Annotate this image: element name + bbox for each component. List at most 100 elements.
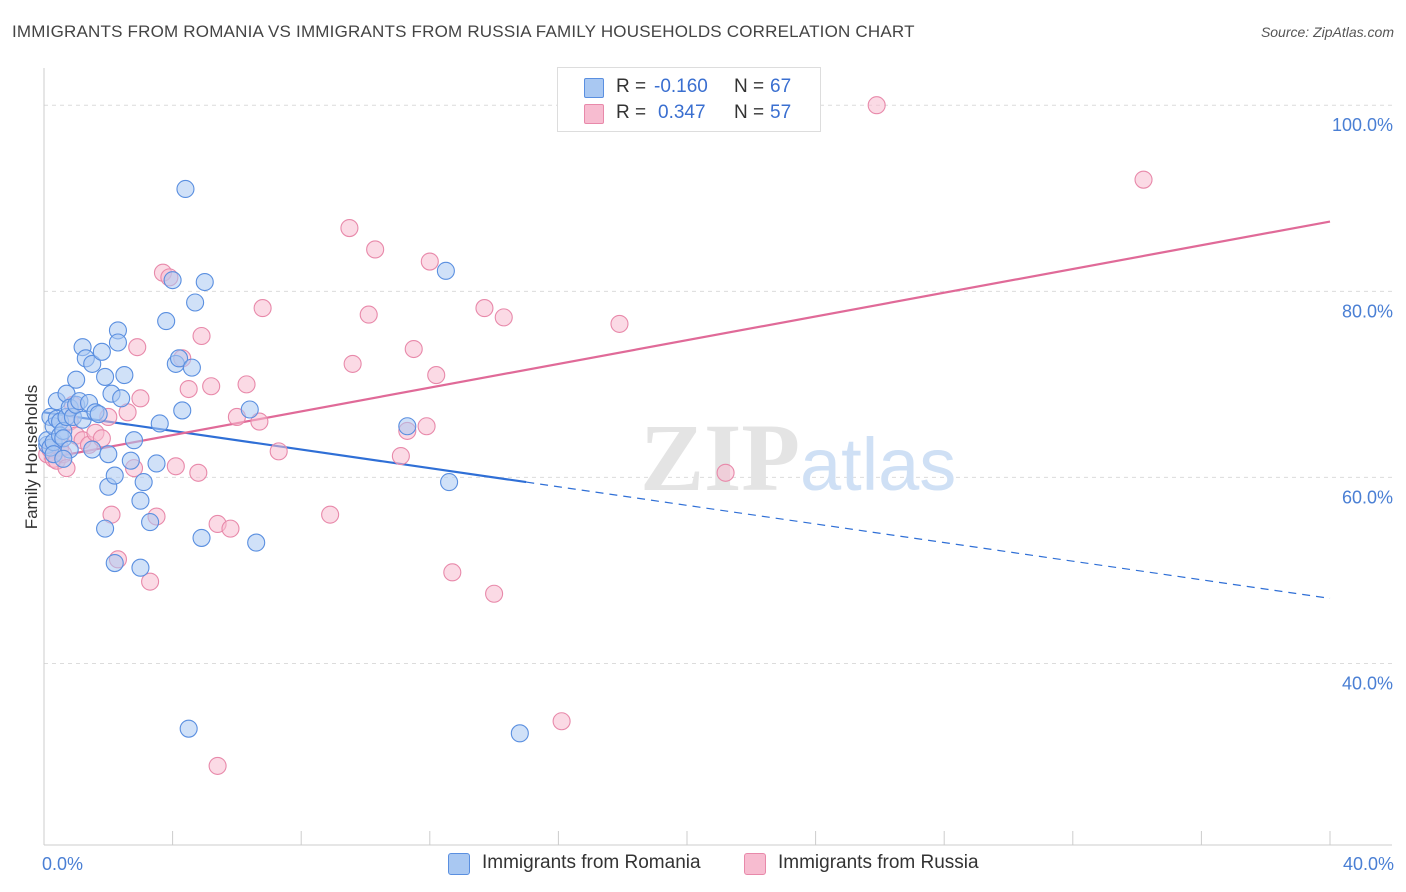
romania-point — [176, 179, 195, 199]
russia-point — [485, 584, 504, 603]
romania-point — [141, 513, 160, 532]
romania-point — [134, 473, 153, 492]
romania-swatch — [584, 78, 604, 98]
romania-point — [157, 312, 176, 331]
x-tick-label-0: 0.0% — [42, 854, 83, 874]
russia-point — [321, 505, 340, 524]
r-label: R = — [616, 76, 647, 97]
russia-point — [202, 377, 221, 396]
romania-n-value: 67 — [770, 76, 792, 97]
russia-point — [237, 375, 256, 394]
data-points — [38, 96, 1153, 775]
romania-point — [92, 342, 111, 361]
russia-point — [192, 326, 211, 346]
romania-point — [436, 261, 455, 280]
russia-n-value: 57 — [770, 102, 792, 123]
russia-r-value: 0.347 — [658, 102, 706, 123]
romania-r-value: -0.160 — [654, 76, 708, 97]
russia-point — [427, 366, 446, 385]
romania-legend-label: Immigrants from Romania — [482, 852, 701, 873]
romania-point — [131, 558, 150, 577]
russia-point — [166, 457, 185, 476]
russia-point — [128, 338, 147, 357]
romania-point — [440, 473, 459, 492]
romania-point — [89, 405, 108, 424]
y-tick-label-100: 100.0% — [1332, 115, 1393, 135]
y-tick-label-80: 80.0% — [1342, 301, 1393, 321]
chart-title: IMMIGRANTS FROM ROMANIA VS IMMIGRANTS FR… — [12, 22, 915, 41]
russia-point — [208, 756, 227, 775]
romania-point — [54, 449, 73, 468]
russia-point — [716, 463, 735, 482]
russia-point — [359, 305, 378, 324]
russia-point — [420, 252, 439, 271]
romania-point — [398, 417, 417, 436]
grid-lines — [44, 104, 1392, 665]
romania-trend-extension — [526, 481, 1331, 600]
russia-point — [189, 463, 208, 482]
romania-point — [173, 401, 192, 420]
watermark-zip: ZIP — [640, 404, 800, 511]
romania-point — [115, 366, 134, 385]
y-tick-label-60: 60.0% — [1342, 487, 1393, 507]
russia-point — [391, 446, 410, 466]
romania-point — [121, 451, 140, 470]
russia-swatch — [584, 104, 604, 124]
romania-point — [247, 533, 266, 552]
russia-point — [179, 379, 198, 399]
correlation-legend: R = -0.160 N = 67 R = 0.347 N = 57 — [557, 67, 821, 132]
russia-point — [343, 354, 362, 373]
russia-point — [250, 412, 269, 431]
romania-point — [147, 454, 166, 473]
x-tick-label-40: 40.0% — [1343, 854, 1394, 874]
romania-point — [169, 349, 189, 368]
romania-point — [99, 445, 118, 464]
n-label: N = — [734, 102, 765, 123]
romania-point — [510, 724, 529, 743]
russia-point — [1134, 170, 1153, 189]
watermark-atlas: atlas — [800, 423, 956, 506]
romania-point — [192, 528, 211, 547]
russia-point — [340, 219, 359, 238]
romania-point — [131, 491, 150, 510]
source-label: Source: ZipAtlas.com — [1260, 24, 1394, 40]
romania-point — [96, 519, 115, 538]
romania-point — [108, 333, 127, 352]
russia-point — [131, 389, 150, 408]
r-label: R = — [616, 102, 647, 123]
n-label: N = — [734, 76, 765, 97]
romania-point — [195, 272, 214, 292]
romania-legend-swatch — [448, 853, 470, 875]
y-tick-labels: 40.0% 60.0% 80.0% 100.0% — [1332, 115, 1393, 693]
russia-point — [253, 299, 272, 318]
y-axis-title: Family Households — [22, 385, 41, 530]
romania-point — [163, 271, 182, 290]
romania-point — [124, 431, 144, 450]
russia-point — [404, 339, 423, 359]
russia-legend-swatch — [744, 853, 766, 875]
russia-point — [366, 240, 385, 259]
romania-point — [150, 414, 169, 433]
romania-point — [182, 358, 201, 377]
russia-point — [141, 572, 160, 591]
romania-point — [179, 719, 198, 738]
romania-point — [186, 293, 205, 312]
russia-point — [443, 563, 462, 582]
y-tick-label-40: 40.0% — [1342, 674, 1393, 694]
romania-point — [83, 354, 102, 373]
russia-point — [269, 442, 288, 461]
russia-point — [552, 712, 571, 731]
russia-point — [417, 417, 436, 436]
russia-legend-label: Immigrants from Russia — [778, 852, 979, 873]
russia-point — [475, 299, 494, 318]
romania-point — [105, 466, 124, 485]
russia-point — [867, 96, 886, 115]
russia-point — [221, 519, 240, 538]
romania-point — [83, 440, 102, 459]
romania-point — [105, 553, 124, 573]
russia-point — [494, 308, 513, 327]
romania-point — [240, 400, 259, 419]
romania-point — [96, 367, 115, 386]
russia-point — [610, 314, 629, 333]
